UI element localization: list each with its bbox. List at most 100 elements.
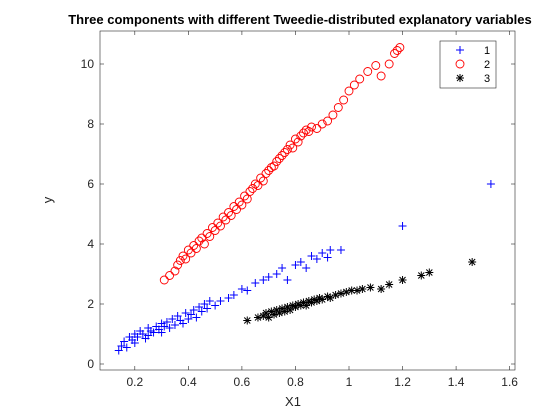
plot-frame <box>99 30 516 371</box>
data-point <box>385 280 394 289</box>
data-point <box>144 331 153 340</box>
data-point <box>133 333 142 341</box>
data-point <box>269 161 279 171</box>
data-point <box>296 131 306 141</box>
legend-label: 3 <box>484 73 490 85</box>
data-point <box>264 166 274 175</box>
data-point <box>178 251 188 261</box>
data-point <box>114 346 123 355</box>
data-point <box>486 180 495 188</box>
y-axis-label: y <box>40 196 55 203</box>
data-point <box>213 218 223 228</box>
data-point <box>224 294 233 302</box>
data-point <box>390 49 399 58</box>
x-tick-label: 1.2 <box>394 375 411 389</box>
data-point <box>293 137 303 147</box>
data-point <box>285 140 295 150</box>
data-point <box>226 211 236 220</box>
data-point <box>363 67 373 76</box>
data-point <box>277 151 287 160</box>
data-point <box>417 271 426 280</box>
legend-marker <box>456 46 464 54</box>
data-point <box>237 285 246 293</box>
data-point <box>398 222 407 230</box>
data-point <box>192 313 201 322</box>
data-point <box>157 328 166 337</box>
data-point <box>251 279 260 287</box>
legend-marker <box>455 59 465 69</box>
data-point <box>240 191 250 201</box>
data-point <box>259 276 268 284</box>
x-axis-label: X1 <box>285 394 301 409</box>
data-point <box>274 154 284 163</box>
data-point <box>366 283 375 292</box>
data-point <box>216 297 225 305</box>
data-point <box>302 264 311 272</box>
data-point <box>199 239 209 249</box>
data-point <box>344 86 354 96</box>
data-point <box>358 285 367 293</box>
data-point <box>189 241 199 250</box>
data-point <box>318 249 327 257</box>
data-point <box>138 330 147 338</box>
data-point <box>189 306 198 314</box>
data-point <box>312 124 322 133</box>
data-point <box>234 197 244 207</box>
data-point <box>181 309 190 317</box>
data-point <box>323 253 332 262</box>
data-point <box>398 276 407 284</box>
y-tick-label: 10 <box>81 57 95 71</box>
data-point <box>173 312 182 320</box>
data-point <box>202 229 212 238</box>
data-point <box>205 232 215 241</box>
data-point <box>122 343 131 352</box>
data-point <box>160 322 169 331</box>
x-tick-label: 1.6 <box>501 375 518 389</box>
data-point <box>248 184 258 193</box>
data-point <box>371 61 381 70</box>
data-point <box>216 221 225 231</box>
y-tick-label: 2 <box>87 297 94 311</box>
data-point <box>179 319 187 328</box>
data-point <box>197 307 206 316</box>
data-point <box>211 301 220 310</box>
data-point <box>377 285 386 293</box>
data-point <box>278 264 287 272</box>
data-point <box>264 273 273 281</box>
data-point <box>392 46 402 55</box>
chart-title: Three components with different Tweedie-… <box>68 12 532 27</box>
x-tick-label: 0.6 <box>234 375 251 389</box>
data-point <box>323 116 333 126</box>
x-axis-ticks: 0.2 0.4 0.6 0.8 1 1.2 1.4 1.6 <box>126 31 518 389</box>
data-point <box>229 291 238 299</box>
data-point <box>130 339 139 347</box>
data-point <box>165 324 174 332</box>
data-point <box>170 321 179 329</box>
data-point <box>307 122 316 132</box>
data-point <box>355 74 365 84</box>
data-point <box>395 43 405 52</box>
data-point <box>205 297 214 305</box>
legend-marker <box>456 74 464 82</box>
data-points <box>114 43 495 355</box>
legend: 1 2 3 <box>439 40 497 89</box>
data-point <box>187 310 196 319</box>
data-point <box>328 110 338 120</box>
axes <box>99 30 516 371</box>
data-point <box>301 125 311 135</box>
y-tick-label: 6 <box>87 177 94 191</box>
data-point <box>272 157 282 166</box>
y-tick-label: 8 <box>87 117 94 131</box>
series-2 <box>159 43 405 285</box>
data-point <box>117 342 126 350</box>
data-point <box>264 313 273 322</box>
x-tick-label: 0.8 <box>287 375 304 389</box>
data-point <box>296 258 305 266</box>
y-axis-ticks: 0 2 4 6 8 10 <box>81 57 515 371</box>
data-point <box>342 288 351 296</box>
series-3 <box>243 258 477 325</box>
data-point <box>195 303 204 311</box>
legend-label: 2 <box>484 59 490 71</box>
data-point <box>253 313 262 322</box>
